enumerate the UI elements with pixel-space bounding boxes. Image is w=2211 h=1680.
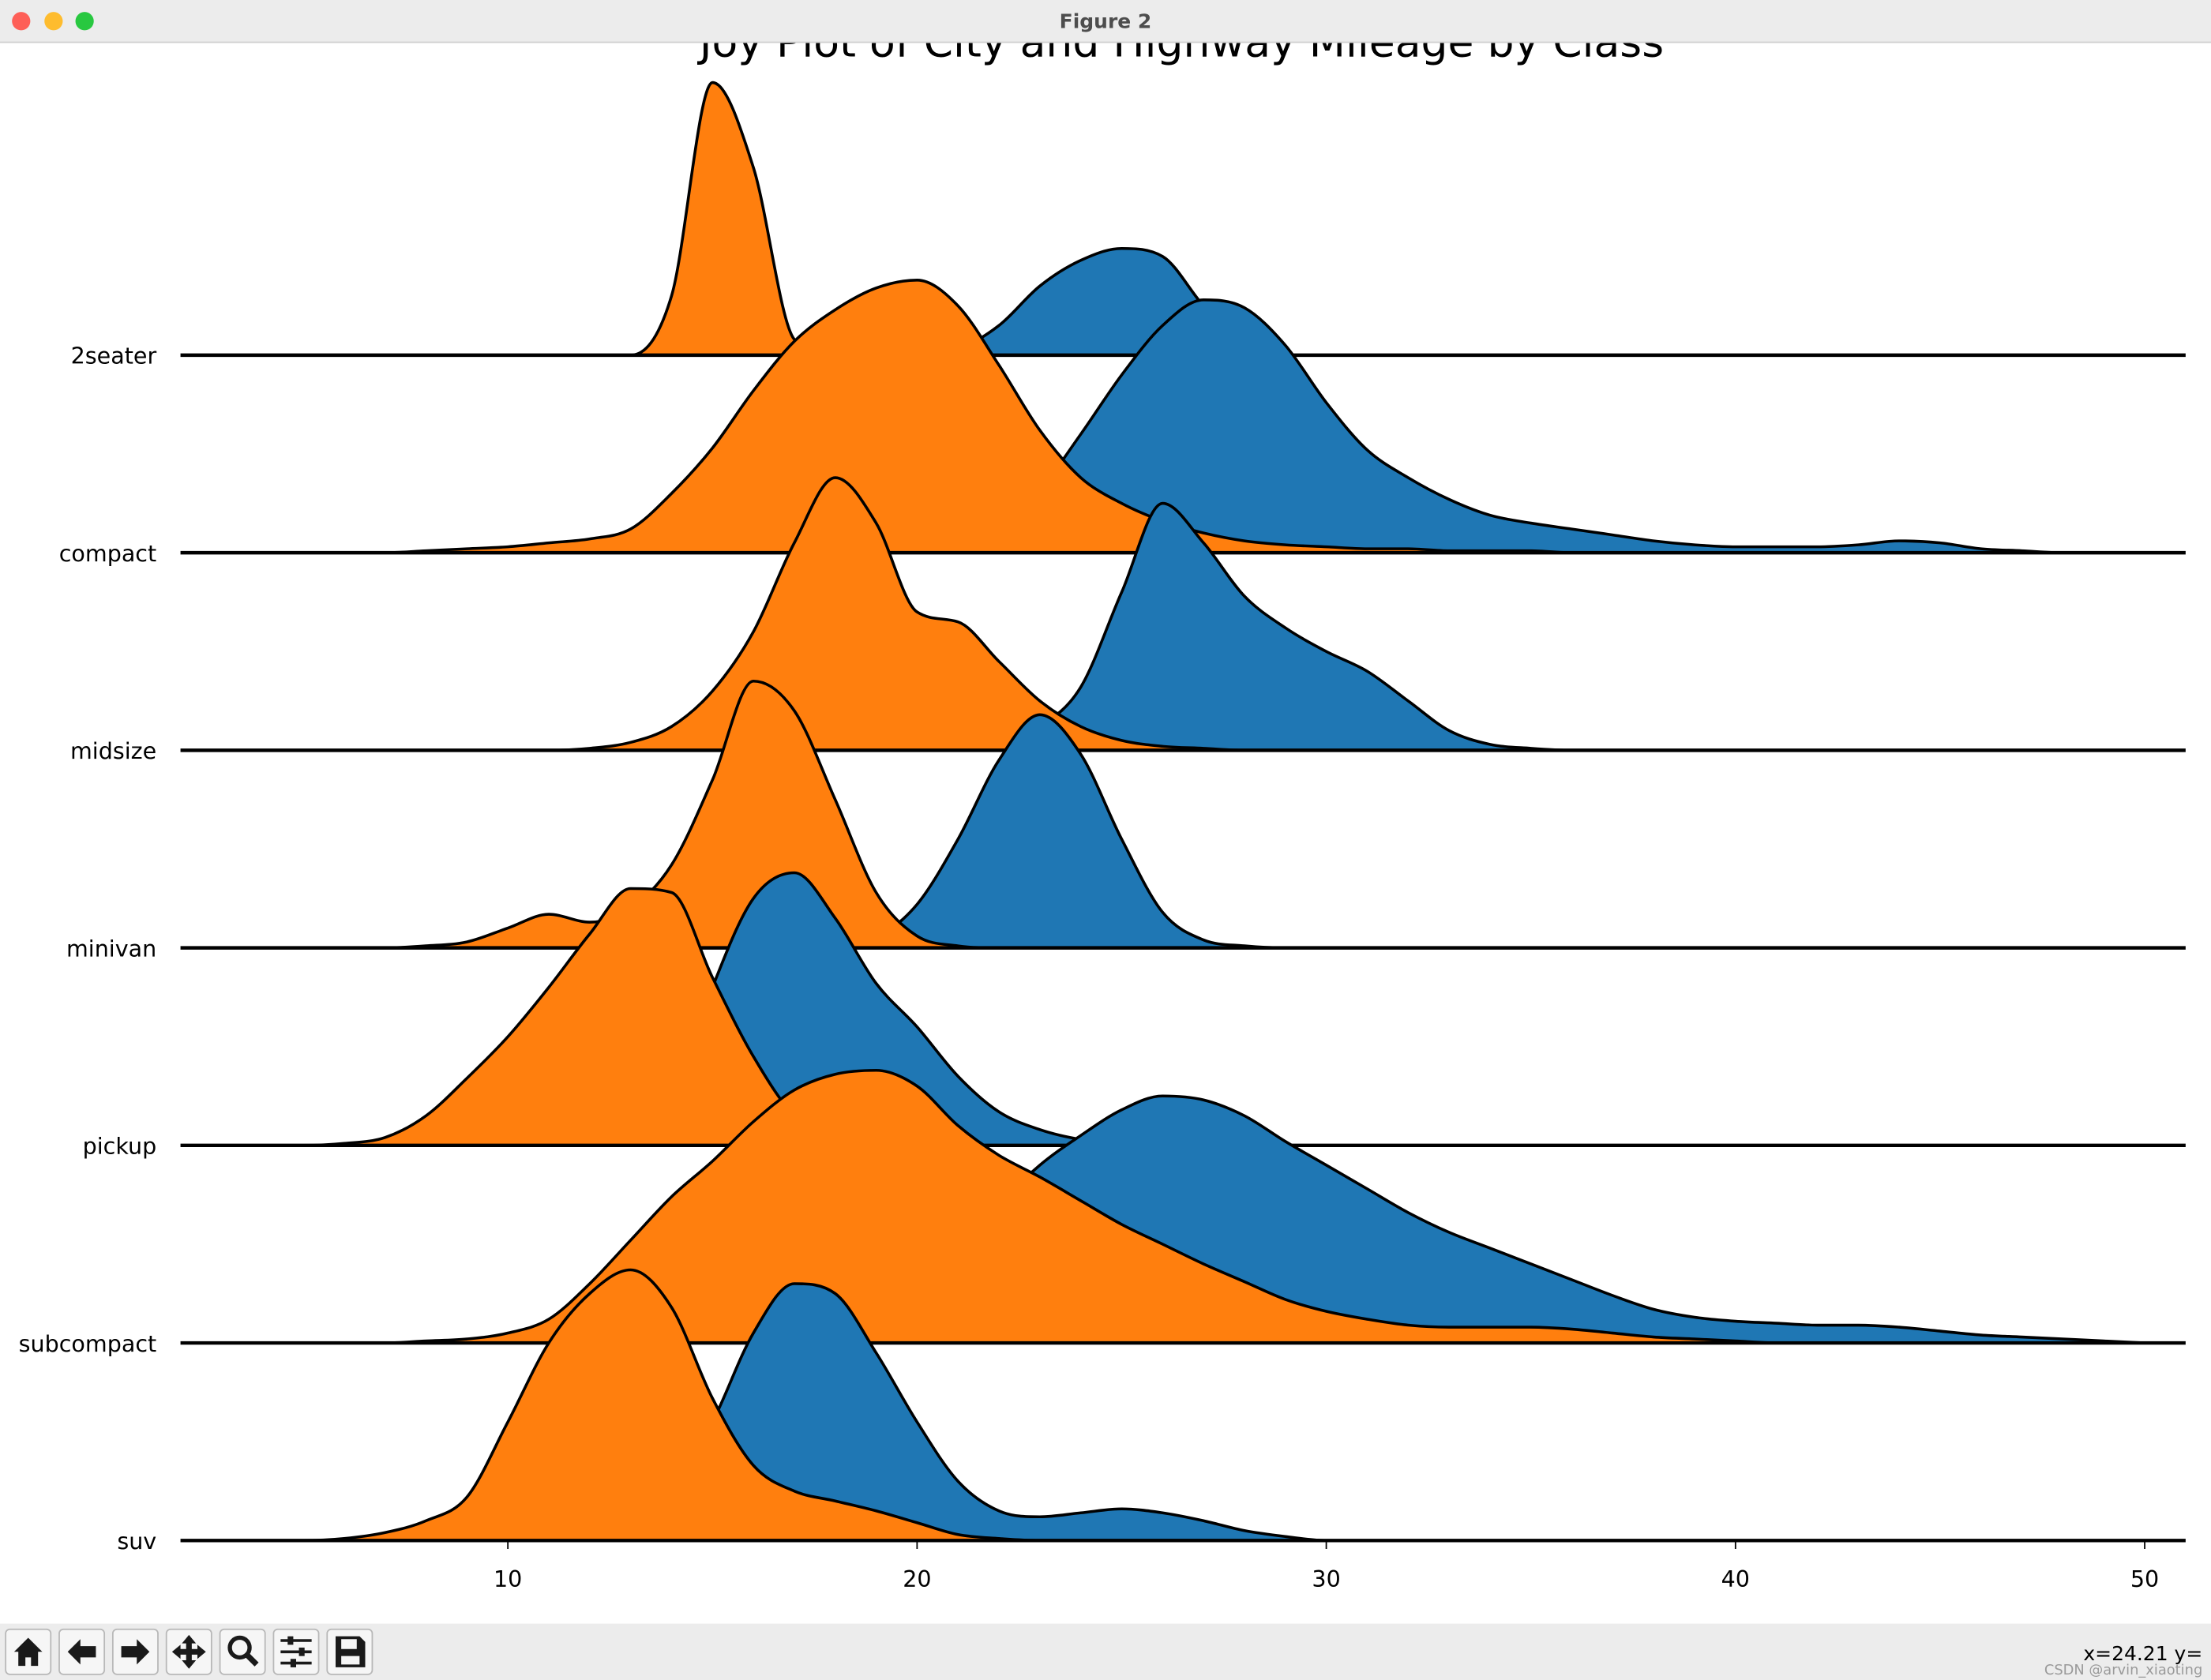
back-icon xyxy=(67,1639,96,1665)
zoom-icon xyxy=(227,1635,252,1660)
x-tick-label: 10 xyxy=(494,1566,522,1592)
plot-area: 2seater compact midsize minivan pickup subcom… xyxy=(19,81,2186,1592)
close-button[interactable] xyxy=(12,12,31,31)
save-icon xyxy=(336,1636,366,1667)
toolbar: x=24.21 y= CSDN @arvin_xiaoting xyxy=(0,1623,2211,1680)
minimize-button[interactable] xyxy=(44,12,63,31)
category-label: pickup xyxy=(83,1133,157,1160)
window-title: Figure 2 xyxy=(1060,10,1152,33)
subplots-icon xyxy=(280,1636,312,1667)
pan-icon xyxy=(171,1634,206,1669)
zoom-icon-handle xyxy=(244,1652,259,1667)
x-tick-label: 50 xyxy=(2130,1566,2159,1592)
x-tick-label: 20 xyxy=(903,1566,931,1592)
x-tick-label: 40 xyxy=(1721,1566,1750,1592)
category-label: midsize xyxy=(70,737,156,764)
title-bar-bg xyxy=(0,0,2211,43)
zoom-button[interactable] xyxy=(75,12,94,31)
cursor-status: x=24.21 y= xyxy=(2083,1642,2202,1665)
x-tick-label: 30 xyxy=(1312,1566,1340,1592)
category-label: suv xyxy=(117,1528,156,1554)
category-label: subcompact xyxy=(19,1330,157,1357)
category-label: compact xyxy=(59,540,157,567)
forward-icon xyxy=(121,1639,150,1665)
title-bar: Figure 2 xyxy=(0,0,2211,43)
category-label: minivan xyxy=(66,935,156,962)
category-label: 2seater xyxy=(71,343,157,369)
watermark: CSDN @arvin_xiaoting xyxy=(2044,1662,2202,1678)
